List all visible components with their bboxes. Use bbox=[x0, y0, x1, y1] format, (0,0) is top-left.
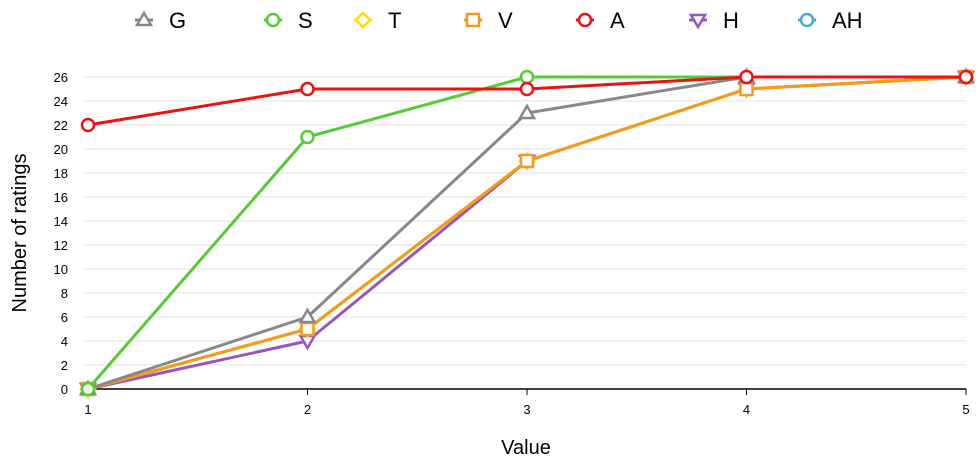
series-line bbox=[87, 75, 967, 391]
circle-marker bbox=[799, 12, 815, 28]
legend-item-s: S bbox=[264, 8, 313, 33]
y-tick-label: 10 bbox=[54, 262, 68, 277]
x-tick-label: 1 bbox=[84, 402, 91, 417]
legend-item-v: V bbox=[464, 8, 513, 33]
circle-marker bbox=[80, 381, 96, 397]
series bbox=[78, 67, 976, 399]
legend-label: T bbox=[388, 8, 401, 33]
legend-item-h: H bbox=[688, 8, 739, 33]
y-tick-label: 0 bbox=[61, 382, 68, 397]
y-tick-label: 20 bbox=[54, 142, 68, 157]
circle-marker bbox=[80, 117, 96, 133]
square-marker bbox=[300, 321, 315, 337]
series-g bbox=[78, 67, 976, 396]
y-tick-label: 26 bbox=[54, 70, 68, 85]
circle-marker bbox=[519, 69, 535, 85]
x-tick-label: 4 bbox=[743, 402, 750, 417]
y-tick-label: 22 bbox=[54, 118, 68, 133]
series-line bbox=[87, 75, 967, 391]
triangle-up-marker bbox=[517, 103, 537, 120]
circle-marker bbox=[739, 69, 754, 85]
legend-item-ah: AH bbox=[798, 8, 863, 33]
series-a bbox=[80, 69, 974, 133]
x-axis-title: Value bbox=[501, 437, 551, 459]
legend-label: G bbox=[169, 8, 186, 33]
grid bbox=[84, 76, 966, 366]
x-tick-label: 3 bbox=[523, 402, 530, 417]
series-line bbox=[86, 75, 966, 390]
y-tick-label: 14 bbox=[54, 214, 68, 229]
y-tick-label: 18 bbox=[54, 166, 68, 181]
circle-marker bbox=[958, 69, 974, 85]
series-line bbox=[87, 75, 967, 391]
legend-item-g: G bbox=[134, 8, 186, 33]
y-tick-label: 24 bbox=[54, 94, 68, 109]
series-line bbox=[87, 75, 967, 391]
circle-marker bbox=[519, 81, 535, 97]
y-tick-label: 16 bbox=[54, 190, 68, 205]
x-tick-label: 2 bbox=[304, 402, 311, 417]
y-tick-label: 8 bbox=[61, 286, 68, 301]
y-tick-label: 4 bbox=[61, 334, 68, 349]
legend-label: H bbox=[723, 8, 739, 33]
circle-marker bbox=[300, 129, 315, 145]
y-tick-label: 2 bbox=[61, 358, 68, 373]
legend-label: S bbox=[298, 8, 313, 33]
y-tick-label: 12 bbox=[54, 238, 68, 253]
x-tick-label: 5 bbox=[962, 402, 969, 417]
legend: G S T V A H AH bbox=[134, 8, 863, 33]
diamond-marker bbox=[354, 11, 372, 29]
legend-label: V bbox=[498, 8, 513, 33]
circle-marker bbox=[300, 81, 315, 97]
y-tick-label: 6 bbox=[61, 310, 68, 325]
triangle-up-marker bbox=[134, 10, 154, 27]
y-axis-title: Number of ratings bbox=[9, 154, 31, 313]
x-tick-labels: 1 2 3 4 5 bbox=[84, 389, 970, 417]
square-marker bbox=[519, 153, 535, 169]
series-line bbox=[87, 75, 966, 391]
square-marker bbox=[465, 12, 481, 28]
legend-label: AH bbox=[832, 8, 863, 33]
triangle-down-marker bbox=[298, 334, 317, 351]
legend-item-a: A bbox=[576, 8, 625, 33]
square-marker bbox=[739, 81, 754, 97]
triangle-down-marker bbox=[688, 13, 708, 30]
legend-item-t: T bbox=[354, 8, 401, 33]
legend-label: A bbox=[610, 8, 625, 33]
triangle-up-marker bbox=[298, 307, 317, 324]
circle-marker bbox=[577, 12, 593, 28]
circle-marker bbox=[265, 12, 281, 28]
